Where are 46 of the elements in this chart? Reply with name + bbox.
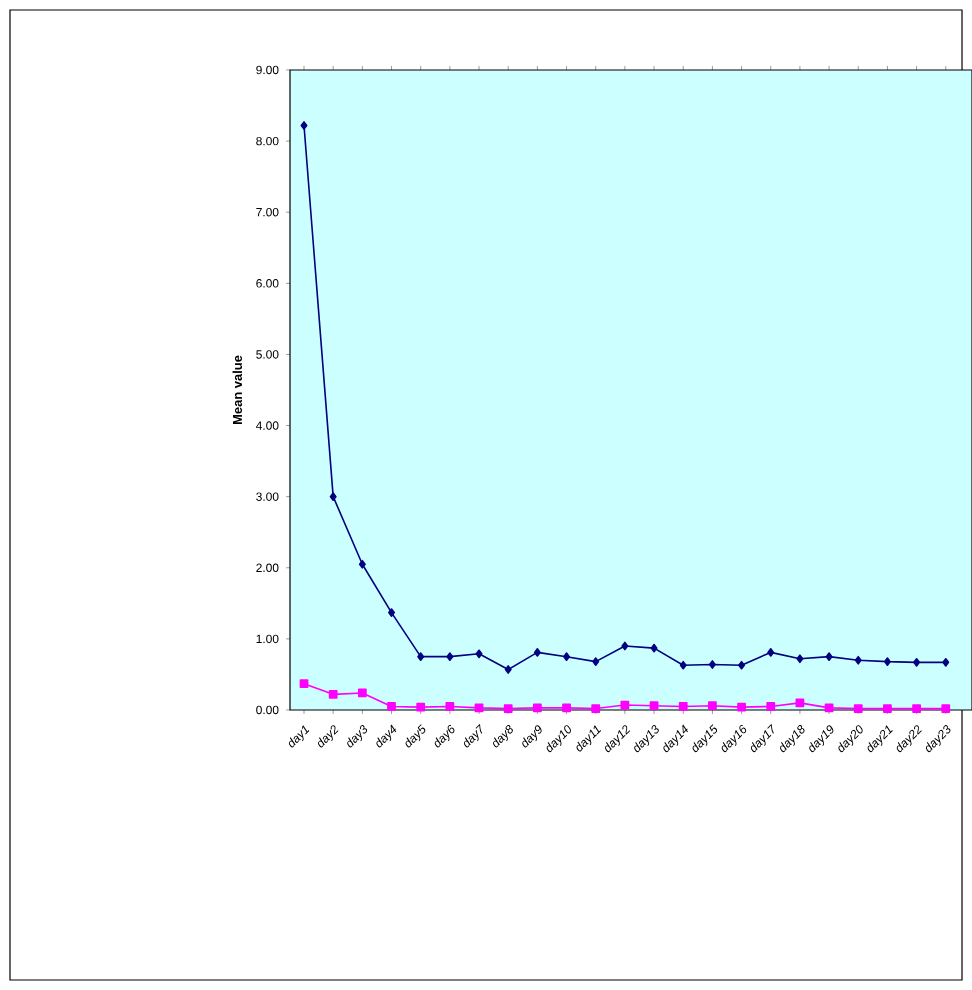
point xyxy=(913,657,921,667)
point xyxy=(649,701,659,711)
point xyxy=(738,660,746,670)
point xyxy=(853,704,863,713)
point xyxy=(912,704,921,713)
point xyxy=(563,652,571,662)
point xyxy=(504,665,512,674)
point xyxy=(446,652,454,662)
point xyxy=(941,704,951,713)
point xyxy=(445,702,455,711)
point xyxy=(796,654,804,664)
point xyxy=(766,702,776,711)
point xyxy=(708,660,716,669)
point xyxy=(883,704,892,713)
point xyxy=(387,702,396,711)
point xyxy=(708,701,717,711)
point xyxy=(503,704,513,713)
point xyxy=(357,688,367,698)
point xyxy=(825,652,833,662)
point xyxy=(942,657,950,667)
point xyxy=(824,703,834,713)
point xyxy=(329,492,337,502)
point xyxy=(883,657,891,667)
point xyxy=(562,703,571,713)
point xyxy=(299,679,309,689)
point xyxy=(621,641,629,651)
point xyxy=(388,608,396,617)
point xyxy=(795,698,805,708)
point xyxy=(737,702,746,712)
point xyxy=(854,655,862,665)
point xyxy=(592,657,600,667)
point xyxy=(767,648,775,657)
point xyxy=(678,702,688,711)
point xyxy=(620,700,630,710)
point xyxy=(679,660,687,670)
point xyxy=(417,652,425,662)
point xyxy=(474,703,484,713)
point xyxy=(416,702,426,712)
point xyxy=(300,121,308,130)
point xyxy=(533,648,541,657)
point xyxy=(358,559,366,569)
point xyxy=(532,703,542,713)
point xyxy=(591,704,601,713)
point xyxy=(475,649,483,659)
point xyxy=(328,689,338,699)
point xyxy=(650,643,658,653)
